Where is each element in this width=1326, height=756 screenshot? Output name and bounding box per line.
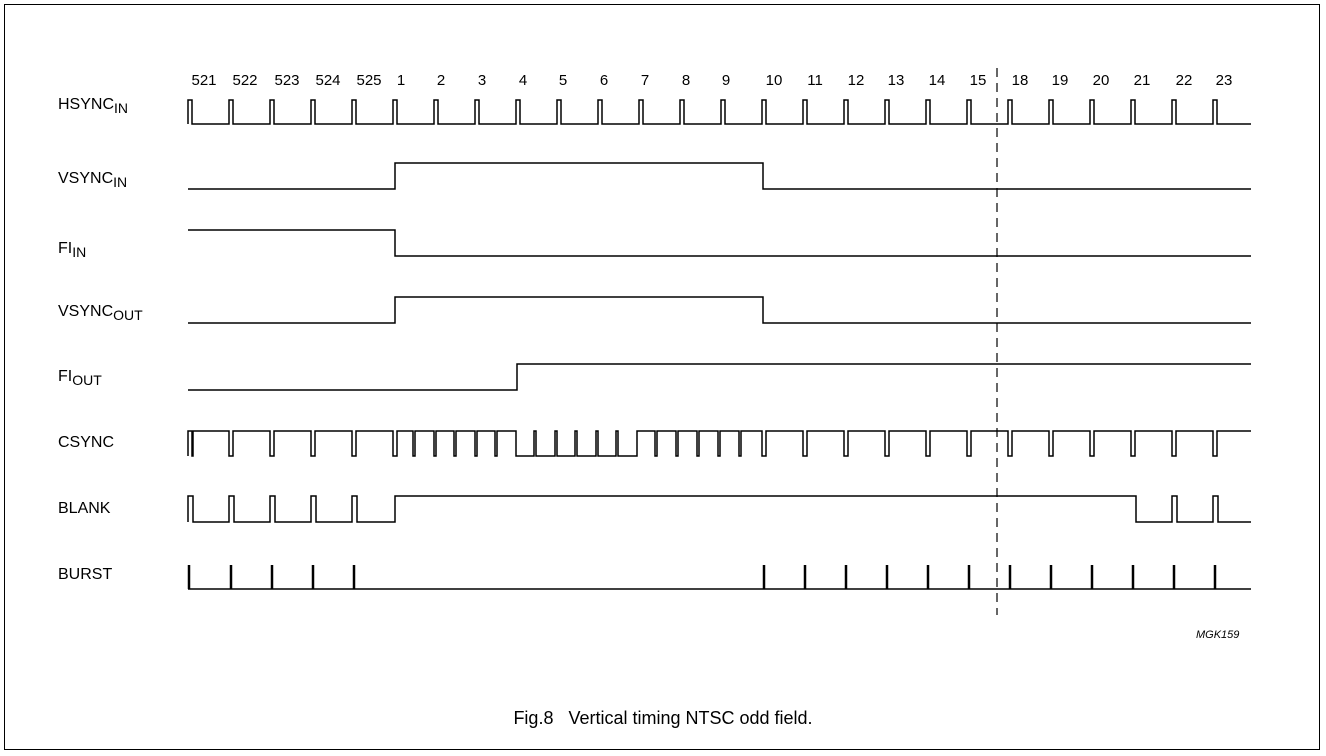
line-number: 3 — [477, 72, 487, 89]
line-number: 524 — [315, 72, 341, 89]
line-number: 525 — [356, 72, 382, 89]
waveform-hsync-in — [187, 99, 1251, 125]
line-number: 19 — [1051, 72, 1069, 89]
line-number: 10 — [765, 72, 783, 89]
line-number: 523 — [274, 72, 300, 89]
line-number: 23 — [1215, 72, 1233, 89]
signal-label-fi-in: FIIN — [58, 240, 87, 260]
line-number: 18 — [1011, 72, 1029, 89]
signal-label-vsync-out: VSYNCOUT — [58, 303, 143, 323]
line-number: 9 — [721, 72, 731, 89]
waveform-fi-out — [188, 363, 1251, 391]
line-number: 12 — [847, 72, 865, 89]
line-number: 21 — [1133, 72, 1151, 89]
line-number: 7 — [640, 72, 650, 89]
line-number: 4 — [518, 72, 528, 89]
line-number: 5 — [558, 72, 568, 89]
signal-label-burst: BURST — [58, 566, 113, 583]
line-number: 521 — [191, 72, 217, 89]
figure-frame — [4, 4, 1320, 750]
line-number: 14 — [928, 72, 946, 89]
line-number: 15 — [969, 72, 987, 89]
waveform-blank — [187, 495, 1251, 523]
signal-label-csync: CSYNC — [58, 434, 115, 451]
waveform-vsync-out — [188, 296, 1251, 324]
line-number: 6 — [599, 72, 609, 89]
line-number: 522 — [232, 72, 258, 89]
line-number: 1 — [396, 72, 406, 89]
waveform-csync — [187, 430, 1251, 457]
burst-pulses — [187, 565, 1217, 589]
waveform-vsync-in — [188, 162, 1251, 190]
signal-label-fi-out: FIOUT — [58, 368, 102, 388]
waveform-fi-in — [188, 229, 1251, 257]
line-number: 11 — [807, 72, 823, 89]
line-number: 22 — [1175, 72, 1193, 89]
figure-caption: Fig.8 Vertical timing NTSC odd field. — [513, 708, 813, 728]
line-number: 20 — [1092, 72, 1110, 89]
line-number: 13 — [887, 72, 905, 89]
figure-code: MGK159 — [1196, 629, 1240, 641]
line-number: 2 — [436, 72, 446, 89]
signal-label-hsync-in: HSYNCIN — [58, 96, 129, 116]
signal-label-blank: BLANK — [58, 500, 111, 517]
signal-label-vsync-in: VSYNCIN — [58, 170, 128, 190]
line-number: 8 — [681, 72, 691, 89]
